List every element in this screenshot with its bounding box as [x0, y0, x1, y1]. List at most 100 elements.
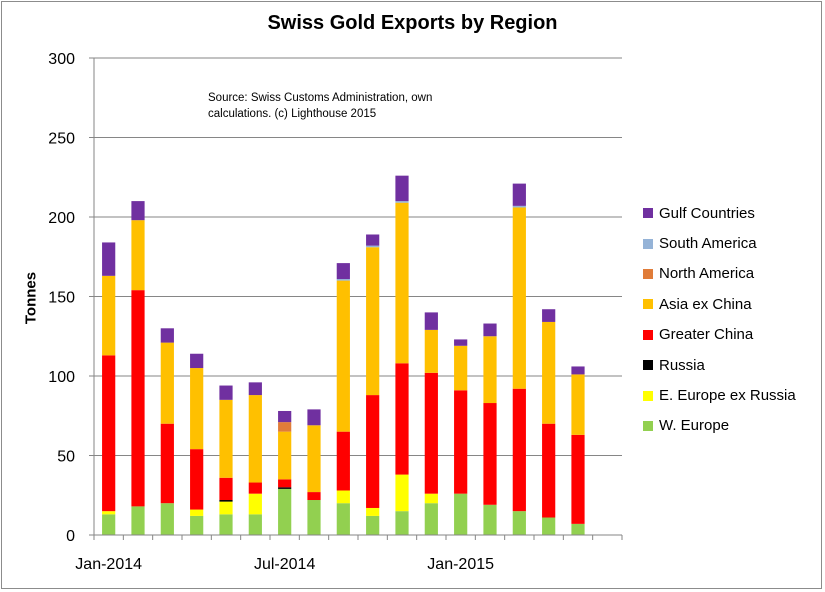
bar-segment: [424, 372, 438, 494]
legend-swatch: [643, 360, 653, 371]
bar-segment: [512, 205, 526, 208]
chart-title: Swiss Gold Exports by Region: [267, 12, 558, 34]
bar-segment: [542, 423, 556, 518]
bar-segment: [336, 263, 350, 280]
bar-segment: [190, 353, 204, 369]
bar-segment: [483, 323, 497, 337]
y-tick-label: 250: [48, 131, 75, 148]
bar-segment: [102, 242, 116, 276]
bar-segment: [278, 479, 292, 488]
legend-item: Gulf Countries: [643, 198, 818, 228]
bar-segment: [102, 514, 116, 535]
bar-segment: [571, 366, 585, 375]
bar-segment: [248, 493, 262, 515]
bar-segment: [160, 342, 174, 424]
bar-segment: [219, 514, 233, 535]
bar-segment: [512, 207, 526, 389]
legend: Gulf Countries South America North America…: [643, 198, 818, 441]
legend-label: South America: [659, 235, 757, 253]
bar-segment: [512, 388, 526, 512]
legend-label: Greater China: [659, 326, 754, 344]
bar-segment: [248, 382, 262, 396]
legend-item: North America: [643, 259, 818, 289]
bar-segment: [278, 431, 292, 480]
bar-segment: [278, 488, 292, 535]
bar-segment: [366, 234, 380, 246]
legend-label: Russia: [659, 356, 705, 374]
legend-swatch: [643, 420, 653, 431]
bar-segment: [190, 509, 204, 516]
bar-segment: [366, 507, 380, 516]
bar-segment: [190, 368, 204, 450]
bar-segment: [307, 500, 321, 535]
bar-segment: [395, 363, 409, 475]
x-tick-label: Jul-2014: [254, 556, 315, 573]
y-tick-label: 50: [57, 449, 75, 466]
bar-segment: [366, 245, 380, 248]
bar-segment: [512, 511, 526, 535]
y-tick-label: 100: [48, 369, 75, 386]
bar-segment: [454, 345, 468, 391]
bar-segment: [102, 511, 116, 515]
bar-segment: [336, 431, 350, 491]
bar-segment: [131, 201, 145, 221]
bar-segment: [336, 279, 350, 281]
bar-segment: [190, 449, 204, 510]
legend-item: Russia: [643, 350, 818, 380]
bar-segment: [131, 290, 145, 507]
legend-swatch: [643, 329, 653, 340]
bar-segment: [395, 201, 409, 203]
y-tick-label: 300: [48, 51, 75, 68]
bar-segment: [219, 477, 233, 501]
bar-segment: [248, 514, 262, 535]
bar-segment: [366, 395, 380, 508]
y-tick-label: 200: [48, 210, 75, 227]
bar-segment: [483, 403, 497, 505]
legend-swatch: [643, 299, 653, 310]
bar-segment: [454, 493, 468, 535]
bar-segment: [366, 247, 380, 396]
legend-label: Gulf Countries: [659, 204, 755, 222]
y-axis-label: Tonnes: [22, 271, 40, 325]
legend-item: Asia ex China: [643, 289, 818, 319]
bar-segment: [542, 517, 556, 535]
bar-segment: [395, 175, 409, 202]
legend-item: South America: [643, 228, 818, 258]
bar-segment: [160, 328, 174, 343]
bar-segment: [571, 523, 585, 535]
bar-segment: [190, 515, 204, 535]
legend-label: Asia ex China: [659, 295, 752, 313]
bar-segment: [219, 501, 233, 515]
y-tick-label: 0: [66, 528, 75, 545]
bar-segment: [424, 312, 438, 330]
bar-segment: [542, 321, 556, 424]
bars: [102, 175, 585, 535]
legend-item: Greater China: [643, 320, 818, 350]
bar-segment: [102, 355, 116, 512]
bar-segment: [483, 336, 497, 404]
legend-swatch: [643, 208, 653, 219]
bar-segment: [278, 410, 292, 423]
tick-labels: 0 50 100 150 200 250 300 Jan-2014 Jul-2014 Jan-20…: [48, 51, 494, 573]
y-tick-label: 150: [48, 290, 75, 307]
legend-item: W. Europe: [643, 411, 818, 441]
bar-segment: [248, 482, 262, 494]
bar-segment: [366, 515, 380, 535]
bar-segment: [219, 500, 233, 502]
bar-segment: [131, 220, 145, 291]
bar-segment: [512, 183, 526, 206]
bar-segment: [160, 503, 174, 535]
legend-label: North America: [659, 265, 755, 283]
bar-segment: [454, 390, 468, 494]
bar-segment: [307, 409, 321, 426]
bar-segment: [424, 329, 438, 373]
legend-label: E. Europe ex Russia: [659, 387, 796, 405]
legend-swatch: [643, 390, 653, 401]
source-annotation: Source: Swiss Customs Administration, ow…: [208, 92, 433, 120]
bar-segment: [160, 423, 174, 504]
bar-segment: [248, 395, 262, 483]
bar-segment: [483, 504, 497, 535]
legend-swatch: [643, 268, 653, 279]
bar-segment: [336, 503, 350, 535]
